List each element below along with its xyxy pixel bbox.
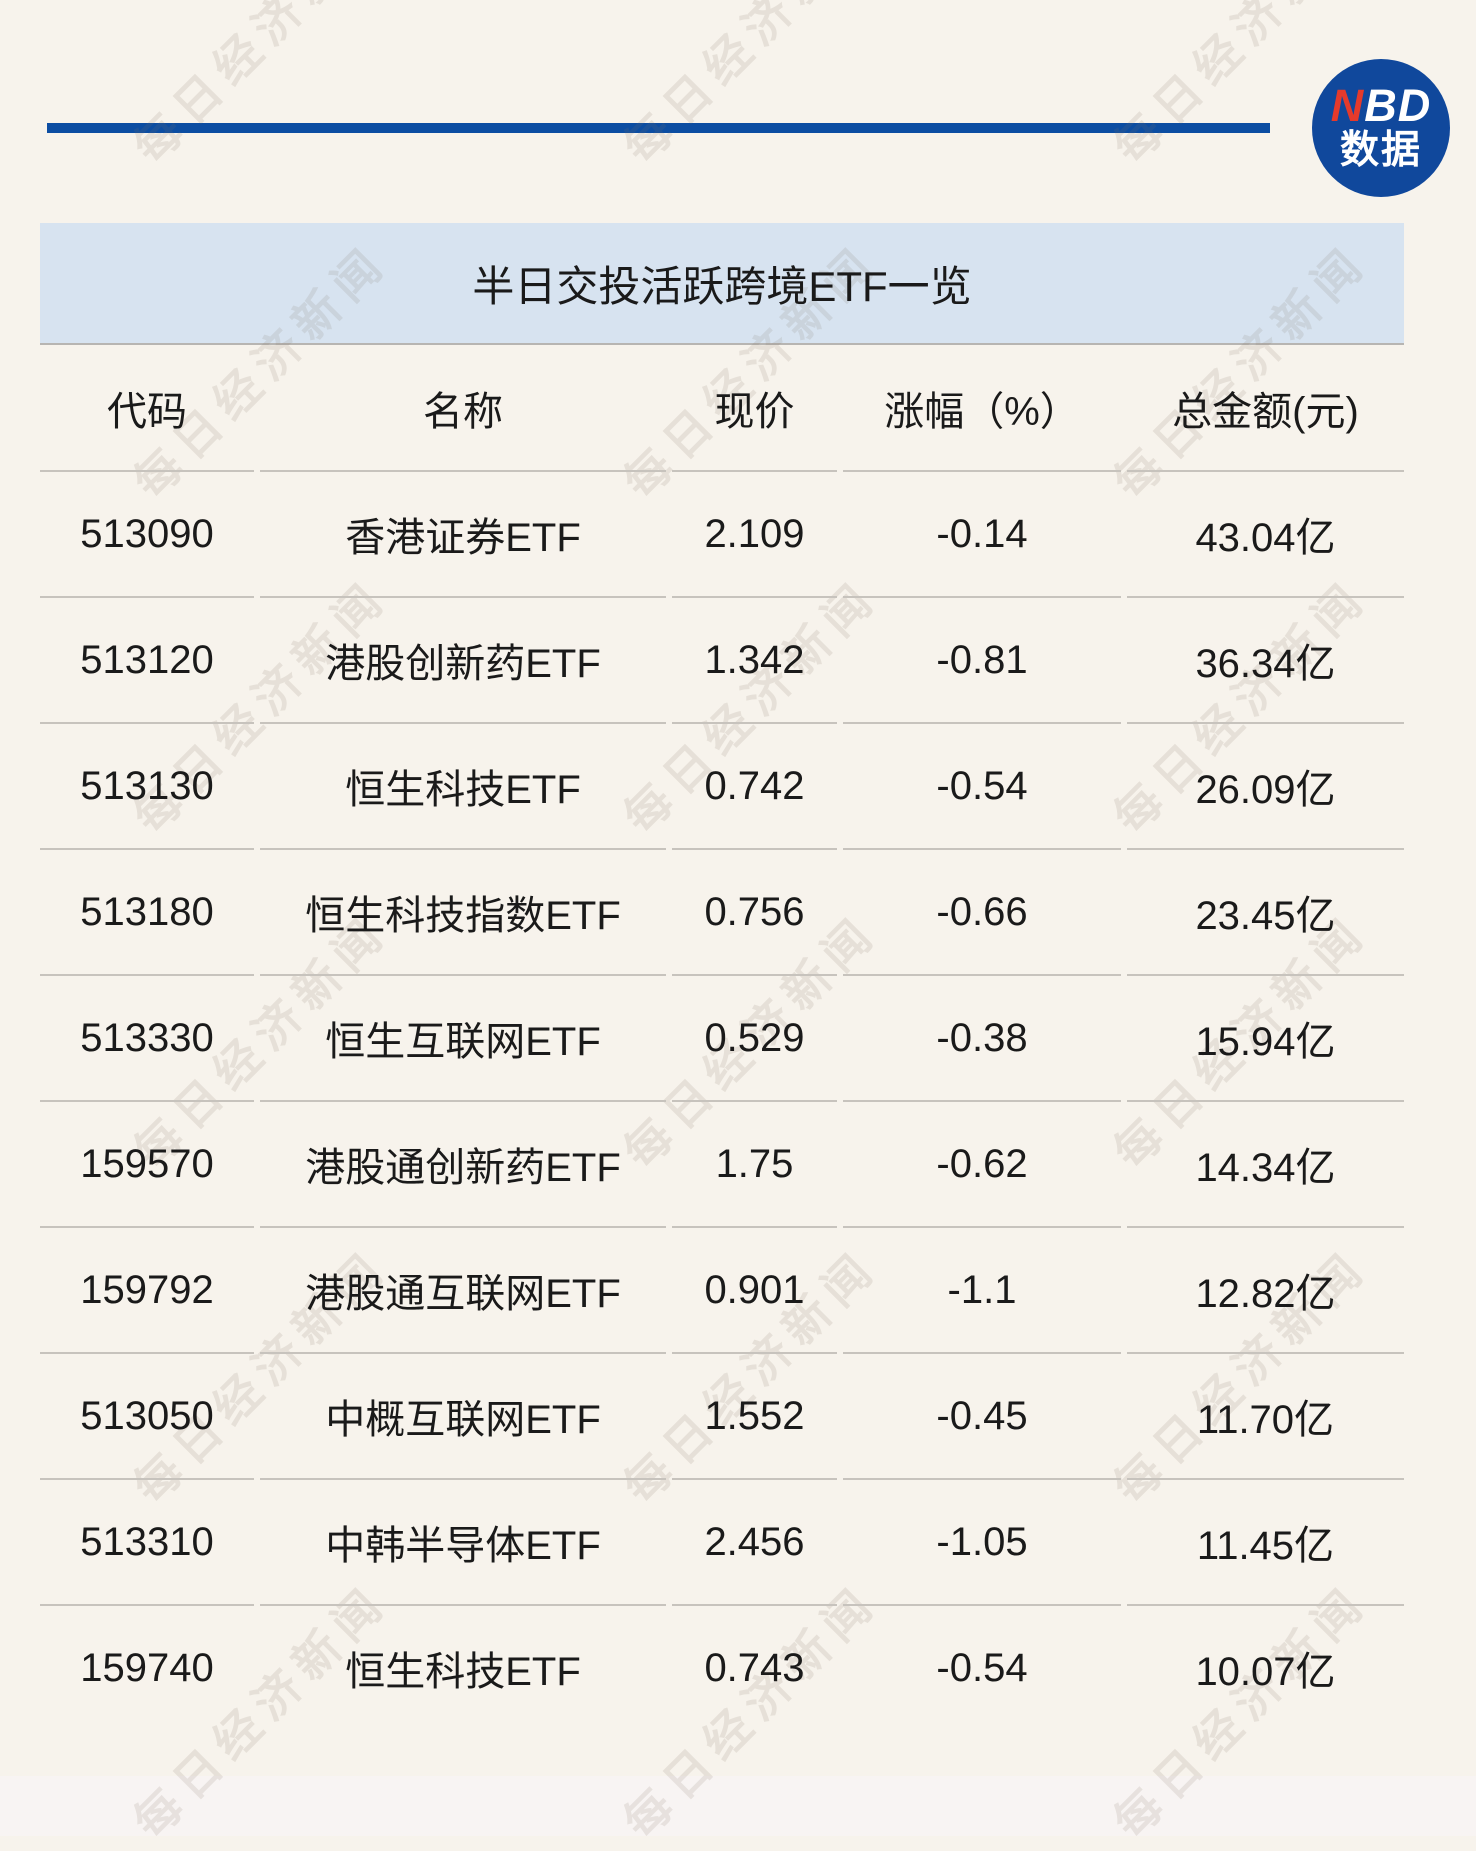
table-row: 513330 恒生互联网ETF 0.529 -0.38 15.94亿 <box>40 974 1404 1100</box>
cell-price: 1.342 <box>672 596 837 722</box>
nbd-logo-letter-n: N <box>1330 79 1365 131</box>
cell-change: -1.1 <box>843 1226 1121 1352</box>
cell-name: 恒生科技ETF <box>260 722 666 848</box>
cell-code: 513310 <box>40 1478 254 1604</box>
cell-amount: 14.34亿 <box>1127 1100 1404 1226</box>
cell-change: -0.62 <box>843 1100 1121 1226</box>
table-row: 513310 中韩半导体ETF 2.456 -1.05 11.45亿 <box>40 1478 1404 1604</box>
cell-name: 香港证券ETF <box>260 470 666 596</box>
cell-change: -0.38 <box>843 974 1121 1100</box>
cell-name: 港股创新药ETF <box>260 596 666 722</box>
cell-amount: 36.34亿 <box>1127 596 1404 722</box>
cell-code: 513130 <box>40 722 254 848</box>
column-header-change: 涨幅（%） <box>884 389 1080 434</box>
cell-code: 159570 <box>40 1100 254 1226</box>
cell-amount: 23.45亿 <box>1127 848 1404 974</box>
table-row: 159740 恒生科技ETF 0.743 -0.54 10.07亿 <box>40 1604 1404 1730</box>
cell-code: 513120 <box>40 596 254 722</box>
cell-name: 恒生互联网ETF <box>260 974 666 1100</box>
cell-change: -0.14 <box>843 470 1121 596</box>
table-row: 513180 恒生科技指数ETF 0.756 -0.66 23.45亿 <box>40 848 1404 974</box>
column-header-code: 代码 <box>107 389 187 434</box>
table-header-row: 代码 名称 现价 涨幅（%） 总金额(元) <box>40 345 1404 470</box>
column-header-price: 现价 <box>714 389 795 434</box>
watermark-text: 每日经济新闻 <box>613 0 889 174</box>
cell-price: 1.75 <box>672 1100 837 1226</box>
cell-code: 513090 <box>40 470 254 596</box>
cell-change: -1.05 <box>843 1478 1121 1604</box>
cell-price: 0.529 <box>672 974 837 1100</box>
cell-price: 0.743 <box>672 1604 837 1730</box>
header-divider-line <box>47 123 1270 133</box>
cell-change: -0.54 <box>843 722 1121 848</box>
cell-change: -0.81 <box>843 596 1121 722</box>
cell-amount: 15.94亿 <box>1127 974 1404 1100</box>
cell-amount: 10.07亿 <box>1127 1604 1404 1730</box>
cell-price: 0.901 <box>672 1226 837 1352</box>
cell-name: 港股通创新药ETF <box>260 1100 666 1226</box>
table-row: 159570 港股通创新药ETF 1.75 -0.62 14.34亿 <box>40 1100 1404 1226</box>
nbd-logo-letters-bd: BD <box>1364 79 1432 131</box>
etf-table: 代码 名称 现价 涨幅（%） 总金额(元) 513090 香港证券ETF 2.109 -… <box>40 345 1404 1730</box>
cell-change: -0.66 <box>843 848 1121 974</box>
nbd-logo-caption: 数据 <box>1339 128 1422 172</box>
cell-amount: 11.45亿 <box>1127 1478 1404 1604</box>
cell-price: 2.456 <box>672 1478 837 1604</box>
cell-amount: 26.09亿 <box>1127 722 1404 848</box>
table-body: 513090 香港证券ETF 2.109 -0.14 43.04亿 513120… <box>40 470 1404 1730</box>
table-row: 513130 恒生科技ETF 0.742 -0.54 26.09亿 <box>40 722 1404 848</box>
cell-code: 513180 <box>40 848 254 974</box>
cell-code: 513330 <box>40 974 254 1100</box>
cell-code: 513050 <box>40 1352 254 1478</box>
table-title-bar: 半日交投活跃跨境ETF一览 <box>40 223 1404 345</box>
cell-name: 港股通互联网ETF <box>260 1226 666 1352</box>
table-row: 513090 香港证券ETF 2.109 -0.14 43.04亿 <box>40 470 1404 596</box>
column-header-amount: 总金额(元) <box>1172 389 1359 434</box>
nbd-logo: NBD 数据 <box>1312 59 1450 197</box>
nbd-logo-text: NBD <box>1330 79 1432 131</box>
cell-price: 0.742 <box>672 722 837 848</box>
cell-amount: 11.70亿 <box>1127 1352 1404 1478</box>
column-header-name: 名称 <box>423 389 503 434</box>
cell-price: 1.552 <box>672 1352 837 1478</box>
cell-code: 159792 <box>40 1226 254 1352</box>
cell-name: 恒生科技ETF <box>260 1604 666 1730</box>
table-row: 159792 港股通互联网ETF 0.901 -1.1 12.82亿 <box>40 1226 1404 1352</box>
cell-name: 恒生科技指数ETF <box>260 848 666 974</box>
table-title: 半日交投活跃跨境ETF一览 <box>472 262 972 310</box>
cell-amount: 12.82亿 <box>1127 1226 1404 1352</box>
watermark-text: 每日经济新闻 <box>123 0 399 174</box>
cell-price: 2.109 <box>672 470 837 596</box>
cell-name: 中韩半导体ETF <box>260 1478 666 1604</box>
cell-code: 159740 <box>40 1604 254 1730</box>
cell-change: -0.45 <box>843 1352 1121 1478</box>
table-row: 513120 港股创新药ETF 1.342 -0.81 36.34亿 <box>40 596 1404 722</box>
cell-price: 0.756 <box>672 848 837 974</box>
cell-change: -0.54 <box>843 1604 1121 1730</box>
bottom-strip <box>0 1776 1476 1836</box>
cell-amount: 43.04亿 <box>1127 470 1404 596</box>
table-row: 513050 中概互联网ETF 1.552 -0.45 11.70亿 <box>40 1352 1404 1478</box>
cell-name: 中概互联网ETF <box>260 1352 666 1478</box>
